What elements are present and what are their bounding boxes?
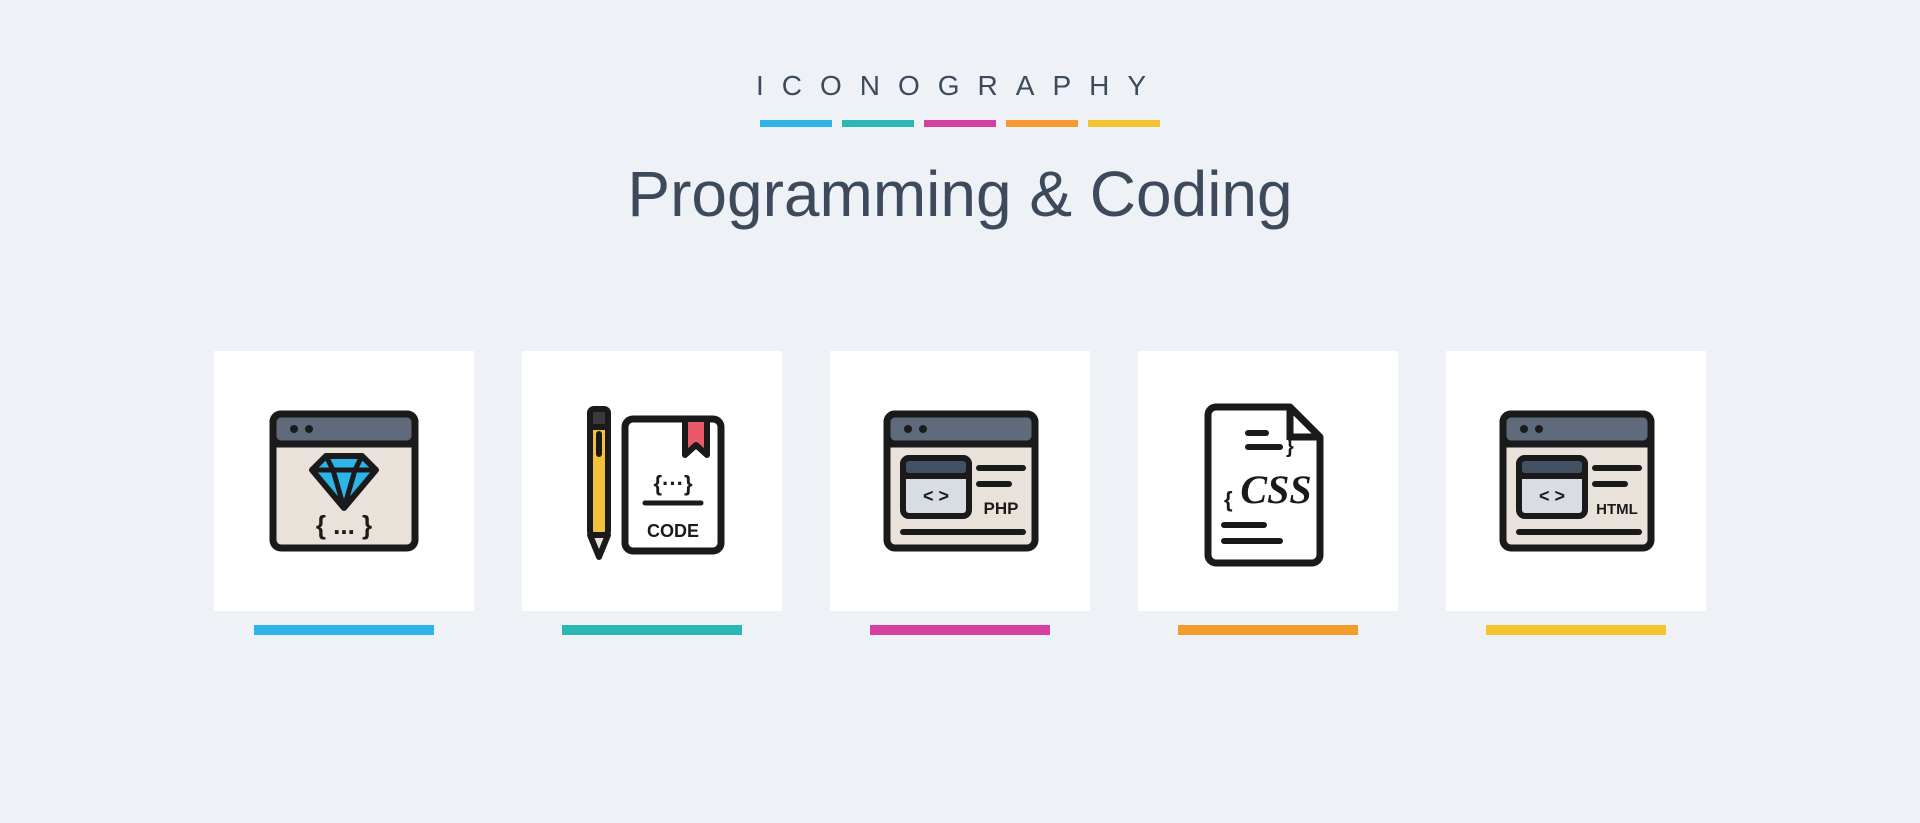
page-root: ICONOGRAPHY Programming & Coding xyxy=(0,0,1920,823)
icon-card-notebook: {···} CODE xyxy=(522,351,782,635)
icon-card-diamond: { ... } xyxy=(214,351,474,635)
svg-text:}: } xyxy=(1286,436,1294,458)
icon-card-html: < > HTML xyxy=(1446,351,1706,635)
svg-text:< >: < > xyxy=(922,486,948,506)
icon-box: < > PHP xyxy=(830,351,1090,611)
css-label: CSS xyxy=(1240,467,1311,512)
card-underline xyxy=(1178,625,1358,635)
icon-box: { ... } xyxy=(214,351,474,611)
page-title: Programming & Coding xyxy=(627,157,1292,231)
svg-text:< >: < > xyxy=(1538,486,1564,506)
icon-card-css: } CSS { xyxy=(1138,351,1398,635)
icon-row: { ... } {···} CODE xyxy=(214,351,1706,635)
icon-box: } CSS { xyxy=(1138,351,1398,611)
svg-text:{···}: {···} xyxy=(653,471,693,496)
code-notebook-pen-icon: {···} CODE xyxy=(567,391,737,571)
html-browser-window-icon: < > HTML xyxy=(1489,396,1664,566)
color-swatch-2 xyxy=(842,120,914,127)
svg-text:{: { xyxy=(1224,487,1233,512)
color-swatch-4 xyxy=(1006,120,1078,127)
css-file-icon: } CSS { xyxy=(1188,391,1348,571)
icon-card-php: < > PHP xyxy=(830,351,1090,635)
color-swatch-1 xyxy=(760,120,832,127)
color-swatch-5 xyxy=(1088,120,1160,127)
diamond-code-window-icon: { ... } xyxy=(259,396,429,566)
svg-text:{ ... }: { ... } xyxy=(316,510,372,540)
brand-color-bar xyxy=(760,120,1160,127)
color-swatch-3 xyxy=(924,120,996,127)
icon-box: < > HTML xyxy=(1446,351,1706,611)
card-underline xyxy=(1486,625,1666,635)
html-label: HTML xyxy=(1596,501,1638,518)
brand-label: ICONOGRAPHY xyxy=(756,70,1164,102)
card-underline xyxy=(254,625,434,635)
php-label: PHP xyxy=(983,499,1018,518)
card-underline xyxy=(562,625,742,635)
notebook-code-label: CODE xyxy=(647,521,699,541)
card-underline xyxy=(870,625,1050,635)
php-browser-window-icon: < > PHP xyxy=(873,396,1048,566)
icon-box: {···} CODE xyxy=(522,351,782,611)
